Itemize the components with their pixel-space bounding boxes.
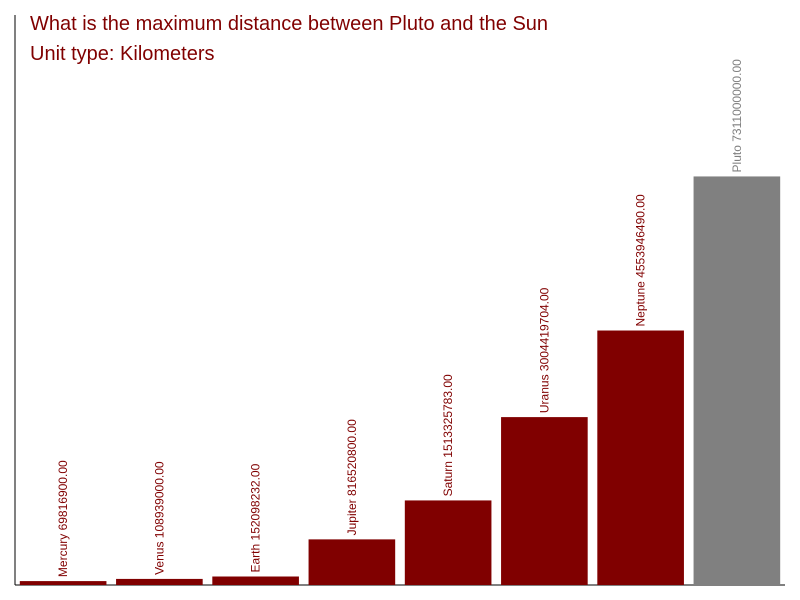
value-label: 7311000000.00: [730, 59, 744, 142]
bar-label: Pluto 7311000000.00: [730, 59, 744, 173]
bar-label: Neptune 4553946490.00: [634, 194, 648, 326]
category-label: Pluto: [730, 145, 744, 173]
bar-label: Earth 152098232.00: [249, 463, 263, 572]
category-label: Jupiter: [345, 499, 359, 535]
bar: [19, 581, 107, 585]
value-label: 4553946490.00: [634, 194, 648, 278]
value-label: 152098232.00: [249, 463, 263, 540]
bar: [597, 330, 684, 585]
bar-label: Jupiter 816520800.00: [345, 419, 359, 535]
bar: [404, 500, 492, 585]
category-label: Mercury: [56, 534, 70, 577]
category-label: Venus: [152, 542, 166, 575]
value-label: 816520800.00: [345, 419, 359, 496]
bar-label: Saturn 1513325783.00: [441, 374, 455, 496]
category-label: Uranus: [537, 374, 551, 413]
chart-subtitle: Unit type: Kilometers: [30, 43, 215, 65]
value-label: 69816900.00: [56, 460, 70, 530]
category-label: Neptune: [634, 281, 648, 327]
bar: [308, 539, 396, 585]
category-label: Earth: [249, 544, 263, 573]
bar: [212, 576, 299, 585]
bar-label: Uranus 3004419704.00: [537, 287, 551, 413]
value-label: 3004419704.00: [537, 287, 551, 371]
bar: [693, 176, 781, 585]
value-label: 108939000.00: [152, 461, 166, 538]
bar-label: Venus 108939000.00: [152, 461, 166, 575]
bar-label: Mercury 69816900.00: [56, 460, 70, 577]
bar: [116, 578, 203, 585]
category-label: Saturn: [441, 461, 455, 496]
bar: [501, 417, 588, 585]
value-label: 1513325783.00: [441, 374, 455, 458]
chart-title: What is the maximum distance between Plu…: [30, 13, 548, 35]
